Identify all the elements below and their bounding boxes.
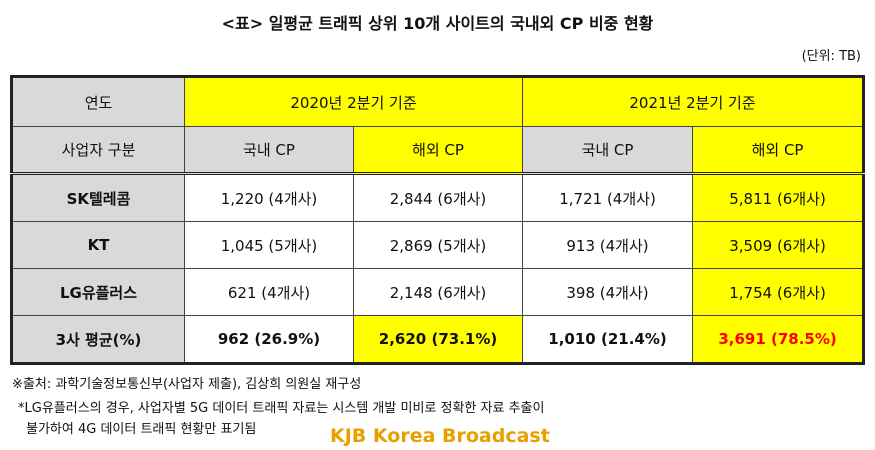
cell: 621 (4개사)	[184, 268, 354, 316]
cell: 398 (4개사)	[522, 268, 694, 316]
header-cell: 해외 CP	[352, 126, 524, 175]
cell: 3,691 (78.5%)	[692, 315, 865, 364]
footnote: 불가하여 4G 데이터 트래픽 현황만 표기됨	[26, 422, 257, 437]
header-cell: 2020년 2분기 기준	[183, 76, 524, 127]
cell: 3,509 (6개사)	[692, 221, 865, 269]
unit: (단위: TB)	[801, 49, 861, 64]
cell: 1,754 (6개사)	[692, 268, 865, 316]
row-label: SK텔레콤	[11, 173, 185, 222]
row-label: 3사 평균(%)	[11, 315, 185, 364]
cell: 1,220 (4개사)	[184, 173, 354, 222]
cell: 2,869 (5개사)	[352, 221, 524, 269]
header-cell: 연도	[11, 76, 185, 127]
cell: 1,045 (5개사)	[184, 221, 354, 269]
watermark: KJB Korea Broadcast	[330, 425, 550, 447]
header-cell: 국내 CP	[184, 126, 354, 175]
data-table: 연도 2020년 2분기 기준 2021년 2분기 기준 사업자 구분 국내 C…	[10, 75, 866, 365]
title: <표> 일평균 트래픽 상위 10개 사이트의 국내외 CP 비중 현황	[221, 14, 654, 33]
header-cell: 국내 CP	[522, 126, 694, 175]
cell: 1,721 (4개사)	[522, 173, 694, 222]
footnote: *LG유플러스의 경우, 사업자별 5G 데이터 트래픽 자료는 시스템 개발 …	[18, 401, 545, 416]
cell: 5,811 (6개사)	[692, 173, 865, 222]
header-cell: 사업자 구분	[11, 126, 185, 175]
cell: 2,844 (6개사)	[352, 173, 524, 222]
cell: 2,620 (73.1%)	[352, 315, 524, 364]
cell: 913 (4개사)	[522, 221, 694, 269]
header-cell: 해외 CP	[692, 126, 865, 175]
cell: 2,148 (6개사)	[352, 268, 524, 316]
footnote: ※출처: 과학기술정보통신부(사업자 제출), 김상희 의원실 재구성	[12, 377, 362, 392]
cell: 962 (26.9%)	[184, 315, 354, 364]
row-label: LG유플러스	[11, 268, 185, 316]
cell: 1,010 (21.4%)	[522, 315, 694, 364]
row-label: KT	[11, 221, 185, 269]
header-cell: 2021년 2분기 기준	[522, 76, 865, 127]
